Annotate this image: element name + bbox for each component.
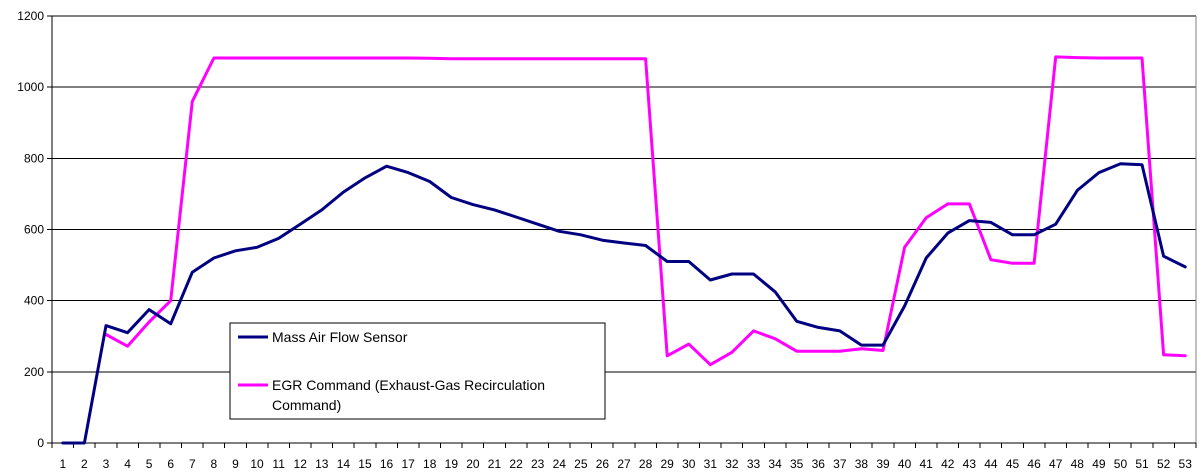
y-tick-label: 600	[24, 223, 44, 237]
x-tick-label: 40	[898, 457, 912, 471]
y-axis-tick-labels: 0 200 400 600 800 1000 1200	[17, 9, 44, 450]
x-tick-label: 45	[1006, 457, 1020, 471]
x-tick-label: 18	[423, 457, 437, 471]
x-tick-label: 39	[876, 457, 890, 471]
x-tick-label: 24	[553, 457, 567, 471]
x-tick-label: 29	[660, 457, 674, 471]
x-tick-label: 34	[768, 457, 782, 471]
x-tick-label: 9	[232, 457, 239, 471]
x-tick-label: 35	[790, 457, 804, 471]
x-tick-label: 10	[250, 457, 264, 471]
x-tick-label: 13	[315, 457, 329, 471]
x-tick-label: 23	[531, 457, 545, 471]
x-tick-label: 17	[401, 457, 415, 471]
x-tick-label: 31	[704, 457, 718, 471]
x-tick-label: 14	[337, 457, 351, 471]
x-tick-label: 1	[59, 457, 66, 471]
x-tick-label: 25	[574, 457, 588, 471]
x-tick-label: 41	[920, 457, 934, 471]
x-tick-label: 52	[1157, 457, 1171, 471]
x-axis-tick-labels: 1 2 3 4 5 6 7 8 9 10 11 12 13 14 15 16 17 18 19 20 21 22 23 24 2…	[51, 443, 1197, 471]
x-tick-label: 50	[1114, 457, 1128, 471]
legend-label-egr-command-line1: EGR Command (Exhaust-Gas Recirculation	[272, 377, 545, 393]
x-tick-label: 38	[855, 457, 869, 471]
x-tick-label: 12	[294, 457, 308, 471]
x-tick-label: 28	[639, 457, 653, 471]
x-tick-label: 5	[146, 457, 153, 471]
gridlines	[47, 15, 1196, 444]
x-tick-label: 3	[103, 457, 110, 471]
x-tick-label: 8	[211, 457, 218, 471]
y-tick-label: 400	[24, 294, 44, 308]
x-tick-label: 42	[941, 457, 955, 471]
x-tick-label: 7	[189, 457, 196, 471]
x-tick-label: 20	[466, 457, 480, 471]
x-tick-label: 47	[1049, 457, 1063, 471]
x-tick-label: 26	[596, 457, 610, 471]
x-tick-label: 53	[1179, 457, 1193, 471]
y-tick-label: 200	[24, 365, 44, 379]
series-lines	[61, 55, 1187, 445]
x-tick-label: 48	[1071, 457, 1085, 471]
x-tick-label: 36	[812, 457, 826, 471]
legend-box	[229, 322, 606, 420]
x-tick-label: 2	[81, 457, 88, 471]
series-line-mass-air-flow	[61, 162, 1187, 445]
x-tick-label: 43	[963, 457, 977, 471]
legend-label-mass-air-flow: Mass Air Flow Sensor	[272, 329, 408, 345]
y-tick-label: 0	[37, 436, 44, 450]
x-tick-label: 4	[124, 457, 131, 471]
x-tick-label: 16	[380, 457, 394, 471]
x-tick-label: 51	[1135, 457, 1149, 471]
x-tick-label: 46	[1027, 457, 1041, 471]
x-tick-label: 19	[445, 457, 459, 471]
y-tick-label: 800	[24, 151, 44, 165]
legend-label-egr-command-line2: Command)	[272, 397, 341, 413]
plot-area-frame	[51, 16, 1197, 444]
x-tick-label: 21	[488, 457, 502, 471]
x-tick-label: 11	[272, 457, 285, 471]
series-line-egr-command	[104, 55, 1187, 367]
x-tick-label: 44	[984, 457, 998, 471]
x-tick-label: 49	[1092, 457, 1106, 471]
x-tick-label: 37	[833, 457, 847, 471]
y-tick-label: 1200	[17, 9, 44, 23]
legend: Mass Air Flow Sensor EGR Command (Exhaus…	[229, 322, 606, 420]
x-tick-label: 30	[682, 457, 696, 471]
x-tick-label: 15	[358, 457, 372, 471]
x-tick-label: 22	[509, 457, 523, 471]
x-tick-label: 33	[747, 457, 761, 471]
x-tick-label: 32	[725, 457, 739, 471]
y-tick-label: 1000	[17, 80, 44, 94]
x-tick-label: 6	[167, 457, 174, 471]
x-tick-label: 27	[617, 457, 631, 471]
